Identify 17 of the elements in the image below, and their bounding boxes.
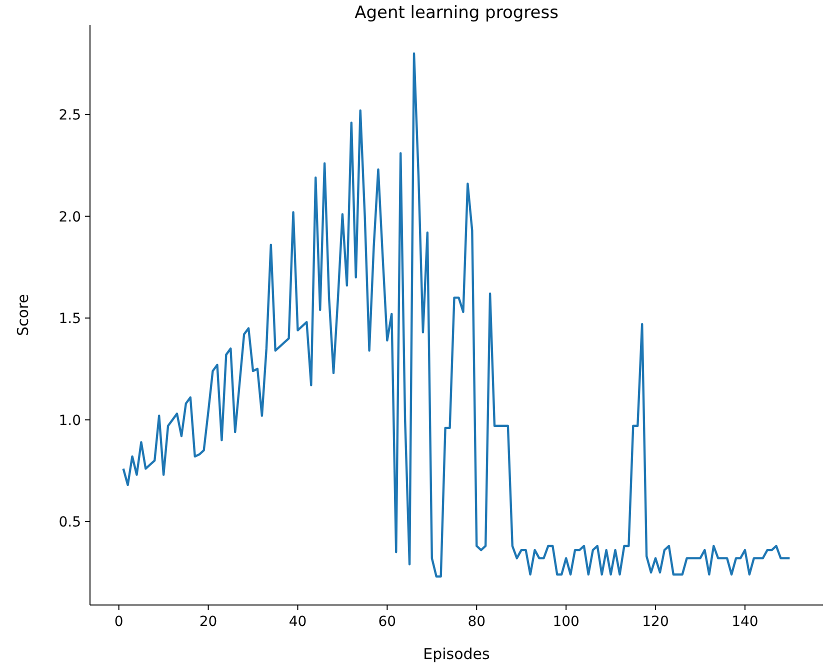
- y-tick-label: 0.5: [58, 514, 81, 531]
- x-tick-label: 0: [114, 614, 124, 630]
- x-tick-label: 20: [199, 614, 218, 630]
- x-tick-label: 60: [378, 614, 396, 630]
- x-tick-label: 40: [288, 614, 307, 630]
- x-tick-label: 140: [732, 614, 758, 630]
- y-tick-label: 1.0: [58, 412, 81, 429]
- y-tick-label: 2.5: [58, 108, 81, 124]
- x-tick-label: 80: [468, 614, 486, 630]
- y-tick-label: 1.5: [58, 311, 81, 328]
- line-series: [122, 52, 791, 578]
- x-axis-title: Episodes: [423, 645, 490, 663]
- x-tick-label: 120: [642, 614, 669, 630]
- y-axis-title: Score: [14, 294, 32, 336]
- x-tick-label: 100: [552, 614, 580, 630]
- chart-title: Agent learning progress: [354, 3, 559, 23]
- y-tick-label: 2.0: [58, 209, 81, 226]
